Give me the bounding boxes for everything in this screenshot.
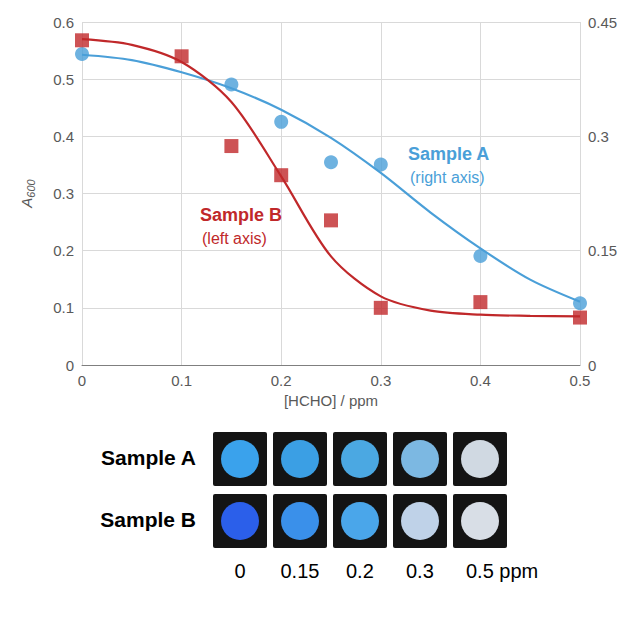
html-text:0: 0 — [234, 560, 246, 582]
svg-text:A: A — [18, 198, 35, 209]
svg-text:0: 0 — [66, 357, 74, 374]
svg-text:0.1: 0.1 — [171, 372, 192, 389]
svg-text:0: 0 — [78, 372, 86, 389]
svg-text:0.4: 0.4 — [470, 372, 491, 389]
svg-text:(right axis): (right axis) — [410, 169, 485, 186]
html-text:0.5 ppm: 0.5 ppm — [466, 560, 539, 582]
svg-text:Sample B: Sample B — [200, 205, 282, 225]
svg-text:0.3: 0.3 — [53, 185, 74, 202]
svg-text:0.3: 0.3 — [588, 128, 609, 145]
svg-text:0.3: 0.3 — [370, 372, 391, 389]
html-text:0.3: 0.3 — [406, 560, 434, 582]
svg-text:Sample A: Sample A — [408, 144, 489, 164]
html-text:Sample A: Sample A — [101, 446, 196, 469]
svg-text:0.2: 0.2 — [271, 372, 292, 389]
svg-text:0.5: 0.5 — [570, 372, 591, 389]
svg-text:0.5: 0.5 — [53, 71, 74, 88]
svg-text:0.15: 0.15 — [588, 242, 617, 259]
svg-text:0: 0 — [588, 357, 596, 374]
svg-text:0.45: 0.45 — [588, 14, 617, 31]
svg-text:0.1: 0.1 — [53, 299, 74, 316]
svg-text:0.2: 0.2 — [53, 242, 74, 259]
svg-text:[HCHO] / ppm: [HCHO] / ppm — [284, 392, 378, 409]
svg-text:0.6: 0.6 — [53, 14, 74, 31]
html-text:Sample B: Sample B — [100, 508, 196, 531]
svg-text:(left axis): (left axis) — [202, 230, 267, 247]
html-text:0.2: 0.2 — [346, 560, 374, 582]
svg-text:600: 600 — [25, 178, 37, 197]
html-text:0.15: 0.15 — [280, 560, 320, 582]
svg-text:0.4: 0.4 — [53, 128, 74, 145]
